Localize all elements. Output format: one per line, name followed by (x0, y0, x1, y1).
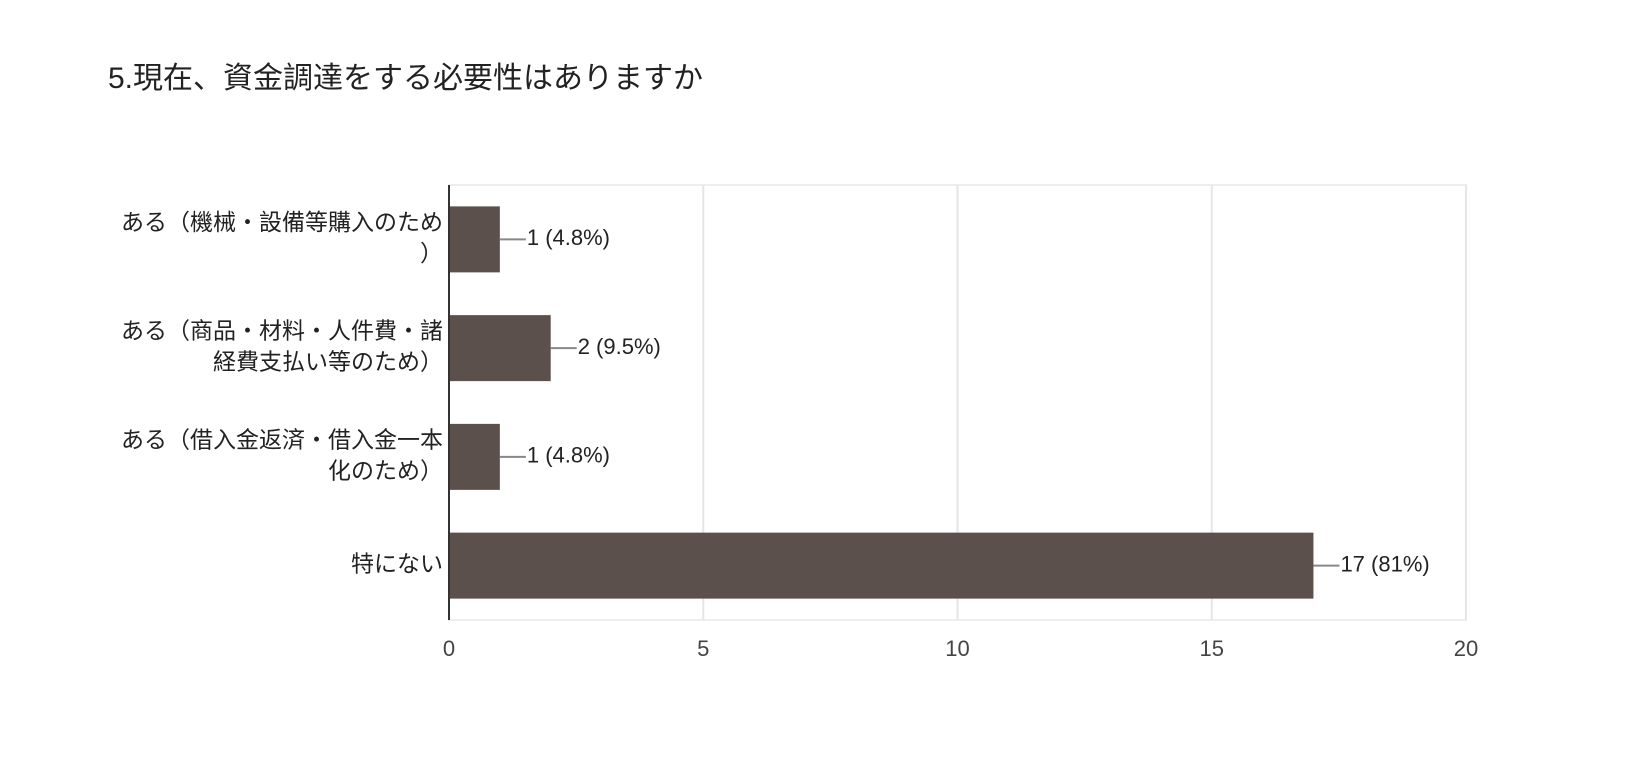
chart-title: 5.現在、資金調達をする必要性はありますか (108, 62, 703, 95)
x-tick-label: 20 (1454, 636, 1478, 661)
x-tick-label: 0 (443, 636, 455, 661)
bar (449, 532, 1314, 599)
y-tick-label: ある（機械・設備等購入のため） (121, 209, 443, 266)
x-tick-label: 5 (697, 636, 709, 661)
x-tick-label: 15 (1200, 636, 1224, 661)
x-tick-label: 10 (945, 636, 969, 661)
value-label: 1 (4.8%) (527, 443, 610, 468)
value-label: 1 (4.8%) (527, 225, 610, 250)
y-tick-label: ある（商品・材料・人件費・諸経費支払い等のため） (121, 318, 443, 375)
y-tick-label: 特にない (351, 551, 443, 577)
bar (449, 315, 551, 382)
bar (449, 206, 500, 273)
bar (449, 423, 500, 490)
y-tick-label: ある（借入金返済・借入金一本化のため） (121, 426, 443, 483)
value-label: 2 (9.5%) (578, 334, 661, 359)
value-label: 17 (81%) (1340, 551, 1429, 576)
